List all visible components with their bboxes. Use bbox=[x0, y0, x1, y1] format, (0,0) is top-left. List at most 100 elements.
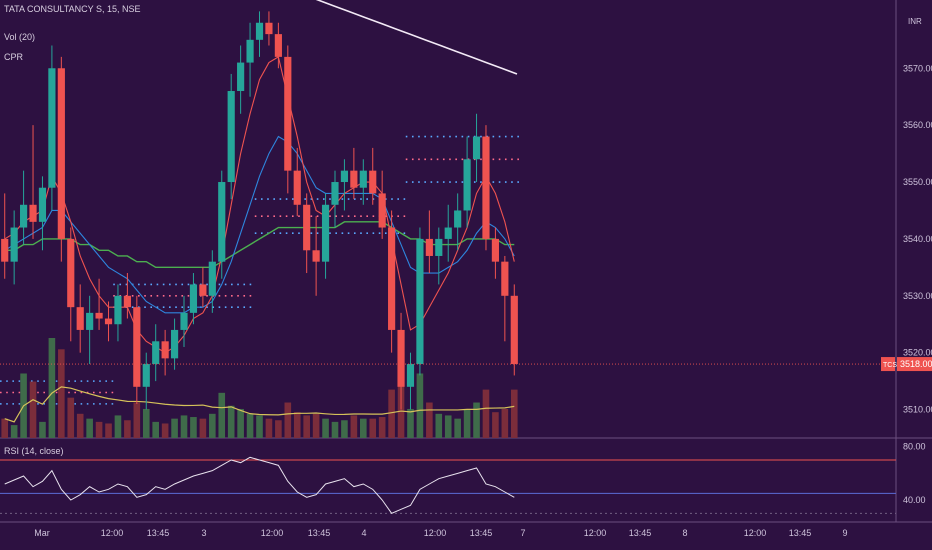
time-tick-label: 13:45 bbox=[789, 528, 812, 538]
candle-body bbox=[265, 22, 273, 35]
volume-bar bbox=[105, 423, 112, 438]
time-tick-label: 12:00 bbox=[584, 528, 607, 538]
volume-bar bbox=[407, 408, 414, 438]
volume-bar bbox=[482, 389, 490, 438]
volume-bar bbox=[473, 402, 480, 438]
volume-bar bbox=[435, 413, 443, 438]
volume-bar bbox=[48, 338, 56, 438]
volume-bar bbox=[341, 420, 348, 438]
candle-body bbox=[510, 295, 518, 365]
price-tick-label: 3510.00 bbox=[903, 405, 932, 415]
candle-body bbox=[142, 364, 150, 387]
candle-body bbox=[472, 136, 481, 160]
candle-body bbox=[425, 238, 433, 256]
price-tick-label: 3520.00 bbox=[903, 348, 932, 358]
candle-body bbox=[199, 284, 207, 296]
candle-body bbox=[482, 136, 490, 239]
volume-bar bbox=[293, 412, 301, 438]
candle-body bbox=[76, 307, 84, 330]
candle-body bbox=[444, 227, 452, 239]
candle-body bbox=[104, 318, 113, 325]
candle-body bbox=[369, 170, 377, 194]
candle-body bbox=[406, 364, 415, 387]
volume-bar bbox=[388, 389, 395, 438]
volume-bar bbox=[124, 420, 131, 438]
volume-bar bbox=[218, 392, 226, 438]
volume-bar bbox=[10, 425, 18, 438]
rsi-tick-label: 40.00 bbox=[903, 495, 926, 505]
time-tick-label: 13:45 bbox=[147, 528, 170, 538]
candle-body bbox=[67, 238, 75, 308]
candle-body bbox=[246, 39, 254, 63]
volume-bar bbox=[265, 418, 273, 438]
volume-bar bbox=[454, 418, 461, 438]
volume-ma-line bbox=[4, 386, 515, 423]
volume-bar bbox=[378, 417, 386, 438]
time-tick-label: 3 bbox=[201, 528, 206, 538]
candle-body bbox=[463, 159, 471, 211]
candle-body bbox=[491, 238, 499, 262]
legend-volume[interactable]: Vol (20) bbox=[4, 32, 36, 42]
volume-bar bbox=[312, 413, 320, 438]
legend-rsi[interactable]: RSI (14, close) bbox=[4, 446, 64, 456]
volume-bar bbox=[369, 418, 377, 438]
candle-body bbox=[388, 227, 396, 330]
candle-body bbox=[435, 238, 443, 256]
ma-fast-line bbox=[4, 56, 515, 354]
candle-body bbox=[48, 68, 56, 188]
price-tag-symbol: TCS bbox=[883, 362, 897, 369]
volume-bar bbox=[95, 421, 103, 438]
volume-bar bbox=[492, 412, 499, 438]
candle-body bbox=[501, 261, 509, 296]
candle-body bbox=[170, 329, 179, 359]
volume-bar bbox=[256, 415, 263, 438]
candle-body bbox=[86, 312, 94, 330]
candle-body bbox=[29, 204, 37, 222]
time-tick-label: 13:45 bbox=[308, 528, 331, 538]
price-tick-label: 3570.00 bbox=[903, 63, 932, 73]
candle-body bbox=[303, 204, 311, 251]
candle-body bbox=[274, 34, 282, 57]
long-ma-line bbox=[315, 0, 518, 75]
legend-symbol[interactable]: TATA CONSULTANCY S, 15, NSE bbox=[4, 4, 141, 14]
volume-bar bbox=[303, 415, 310, 438]
candle-body bbox=[255, 22, 264, 40]
volume-bar bbox=[227, 405, 235, 438]
volume-bar bbox=[114, 415, 122, 438]
price-tick-label: 3550.00 bbox=[903, 177, 932, 187]
volume-bar bbox=[426, 402, 433, 438]
volume-bar bbox=[29, 381, 37, 438]
volume-bar bbox=[331, 421, 339, 438]
candle-body bbox=[20, 204, 28, 228]
time-tick-label: 7 bbox=[520, 528, 525, 538]
volume-bar bbox=[444, 415, 452, 438]
volume-bar bbox=[209, 413, 216, 438]
volume-bar bbox=[416, 373, 424, 438]
candle-body bbox=[189, 284, 198, 313]
candle-body bbox=[350, 170, 358, 188]
volume-bar bbox=[397, 381, 405, 438]
volume-bar bbox=[190, 417, 197, 438]
candle-body bbox=[340, 170, 349, 183]
candle-body bbox=[38, 187, 47, 222]
volume-bar bbox=[133, 402, 141, 438]
volume-bar bbox=[67, 397, 75, 438]
candle-body bbox=[208, 261, 216, 296]
currency-label: INR bbox=[908, 17, 922, 26]
candle-body bbox=[133, 307, 141, 387]
price-tag-value: 3518.00 bbox=[900, 359, 932, 369]
rsi-tick-label: 80.00 bbox=[903, 442, 926, 452]
volume-bar bbox=[284, 402, 292, 438]
volume-bar bbox=[350, 415, 358, 438]
time-tick-label: 12:00 bbox=[101, 528, 124, 538]
candle-body bbox=[454, 210, 462, 228]
candle-body bbox=[1, 238, 9, 262]
volume-bar bbox=[275, 420, 282, 438]
legend-cpr[interactable]: CPR bbox=[4, 52, 24, 62]
volume-bar bbox=[359, 418, 367, 438]
candle-body bbox=[227, 91, 235, 183]
time-tick-label: Mar bbox=[34, 528, 50, 538]
time-tick-label: 12:00 bbox=[424, 528, 447, 538]
candle-body bbox=[397, 329, 405, 387]
